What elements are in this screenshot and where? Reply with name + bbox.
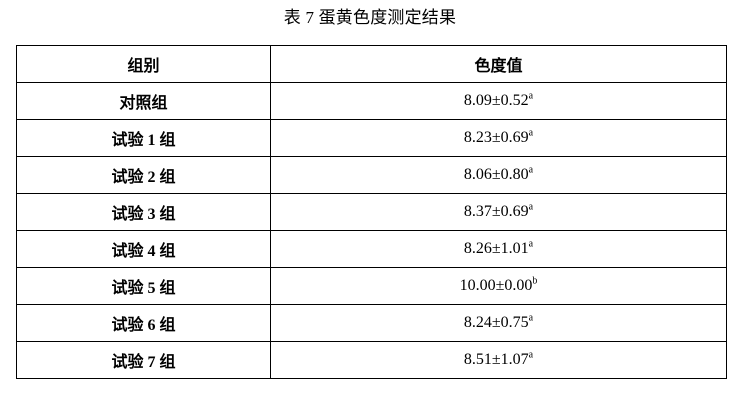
table-row: 试验 1 组 8.23±0.69a xyxy=(16,119,727,157)
table-row: 试验 5 组 10.00±0.00b xyxy=(16,267,727,305)
significance-marker: a xyxy=(528,164,534,176)
cell-colour-value: 8.06±0.80a xyxy=(270,156,727,194)
cell-group-name: 试验 1 组 xyxy=(16,119,271,157)
significance-marker: a xyxy=(528,127,534,139)
cell-colour-value: 8.26±1.01a xyxy=(270,230,727,268)
significance-marker: a xyxy=(528,90,534,102)
significance-marker: a xyxy=(528,312,534,324)
cell-group-name: 对照组 xyxy=(16,82,271,120)
value-text: 8.51±1.07 xyxy=(463,351,529,368)
cell-group-name: 试验 7 组 xyxy=(16,341,271,379)
cell-group-name: 试验 2 组 xyxy=(16,156,271,194)
value-text: 8.37±0.69 xyxy=(463,203,529,220)
table-row: 试验 2 组 8.06±0.80a xyxy=(16,156,727,194)
cell-group-name: 试验 5 组 xyxy=(16,267,271,305)
table-row: 试验 3 组 8.37±0.69a xyxy=(16,193,727,231)
cell-colour-value: 8.51±1.07a xyxy=(270,341,727,379)
value-text: 8.23±0.69 xyxy=(463,129,529,146)
cell-colour-value: 10.00±0.00b xyxy=(270,267,727,305)
value-text: 10.00±0.00 xyxy=(459,277,533,294)
cell-colour-value: 8.24±0.75a xyxy=(270,304,727,342)
cell-colour-value: 8.23±0.69a xyxy=(270,119,727,157)
table-row: 试验 7 组 8.51±1.07a xyxy=(16,341,727,379)
table-title: 表 7 蛋黄色度测定结果 xyxy=(283,8,457,27)
cell-group-name: 试验 3 组 xyxy=(16,193,271,231)
value-text: 8.09±0.52 xyxy=(463,92,529,109)
significance-marker: b xyxy=(532,275,538,287)
value-text: 8.24±0.75 xyxy=(463,314,529,331)
value-text: 8.26±1.01 xyxy=(463,240,529,257)
column-header-value: 色度值 xyxy=(270,45,727,83)
column-header-group: 组别 xyxy=(16,45,271,83)
significance-marker: a xyxy=(528,349,534,361)
table-row: 试验 6 组 8.24±0.75a xyxy=(16,304,727,342)
cell-colour-value: 8.09±0.52a xyxy=(270,82,727,120)
results-table: 组别 色度值 对照组 8.09±0.52a 试验 1 组 8.23±0.69a 试验 2… xyxy=(16,45,727,379)
value-text: 8.06±0.80 xyxy=(463,166,529,183)
table-row: 对照组 8.09±0.52a xyxy=(16,82,727,120)
significance-marker: a xyxy=(528,238,534,250)
significance-marker: a xyxy=(528,201,534,213)
table-row: 试验 4 组 8.26±1.01a xyxy=(16,230,727,268)
cell-group-name: 试验 4 组 xyxy=(16,230,271,268)
table-header-row: 组别 色度值 xyxy=(16,45,727,83)
table-body: 对照组 8.09±0.52a 试验 1 组 8.23±0.69a 试验 2 组 8.06±… xyxy=(16,82,727,379)
cell-group-name: 试验 6 组 xyxy=(16,304,271,342)
cell-colour-value: 8.37±0.69a xyxy=(270,193,727,231)
